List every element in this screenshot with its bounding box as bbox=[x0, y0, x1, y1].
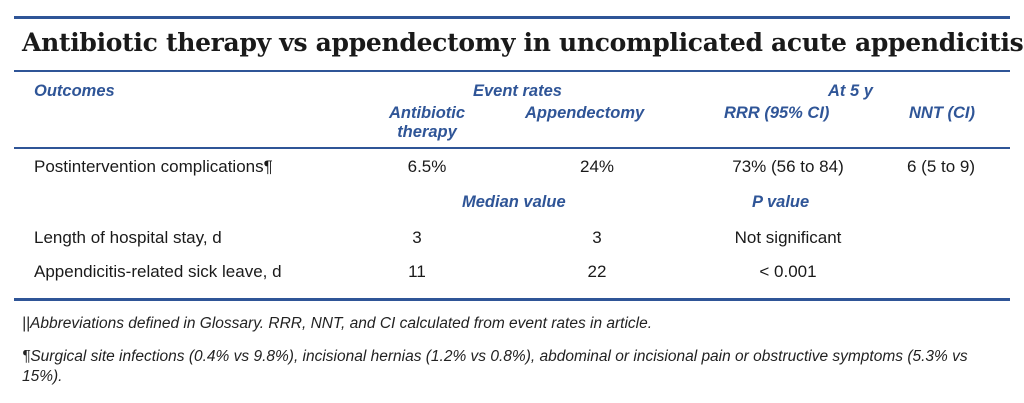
header-antibiotic-line1: Antibiotic bbox=[388, 104, 466, 122]
row-2-antibiotic: 3 bbox=[412, 228, 422, 247]
header-antibiotic-line2: therapy bbox=[397, 123, 457, 141]
footnote-complications: ¶Surgical site infections (0.4% vs 9.8%)… bbox=[22, 348, 968, 385]
table-title: Antibiotic therapy vs appendectomy in un… bbox=[22, 28, 1024, 57]
row-1-nnt: 6 (5 to 9) bbox=[907, 157, 976, 176]
row-2-appendectomy: 3 bbox=[592, 228, 602, 247]
row-3-outcome: Appendicitis-related sick leave, d bbox=[34, 262, 282, 281]
header-appendectomy: Appendectomy bbox=[525, 104, 645, 122]
row-3-antibiotic: 11 bbox=[408, 262, 426, 281]
row-2-outcome: Length of hospital stay, d bbox=[34, 228, 222, 247]
header-rule bbox=[14, 147, 1010, 149]
bottom-rule bbox=[14, 298, 1010, 301]
row-2-p-value: Not significant bbox=[734, 228, 842, 247]
header-rrr: RRR (95% CI) bbox=[724, 104, 830, 122]
row-1-antibiotic: 6.5% bbox=[407, 157, 447, 176]
row-3-appendectomy: 22 bbox=[587, 262, 607, 281]
header-nnt: NNT (CI) bbox=[909, 104, 975, 122]
top-rule bbox=[14, 16, 1010, 19]
title-rule bbox=[14, 70, 1010, 72]
footnote-abbreviations: ||Abbreviations defined in Glossary. RRR… bbox=[22, 315, 653, 332]
row-3-p-value: < 0.001 bbox=[759, 262, 817, 281]
row-1-outcome: Postintervention complications¶ bbox=[34, 157, 273, 176]
header-outcomes: Outcomes bbox=[34, 82, 115, 100]
header-at-5y: At 5 y bbox=[828, 82, 873, 100]
header-median-value: Median value bbox=[462, 193, 566, 211]
row-1-appendectomy: 24% bbox=[579, 157, 615, 176]
header-event-rates: Event rates bbox=[473, 82, 562, 100]
row-1-rrr: 73% (56 to 84) bbox=[732, 157, 844, 176]
header-p-value: P value bbox=[752, 193, 810, 211]
